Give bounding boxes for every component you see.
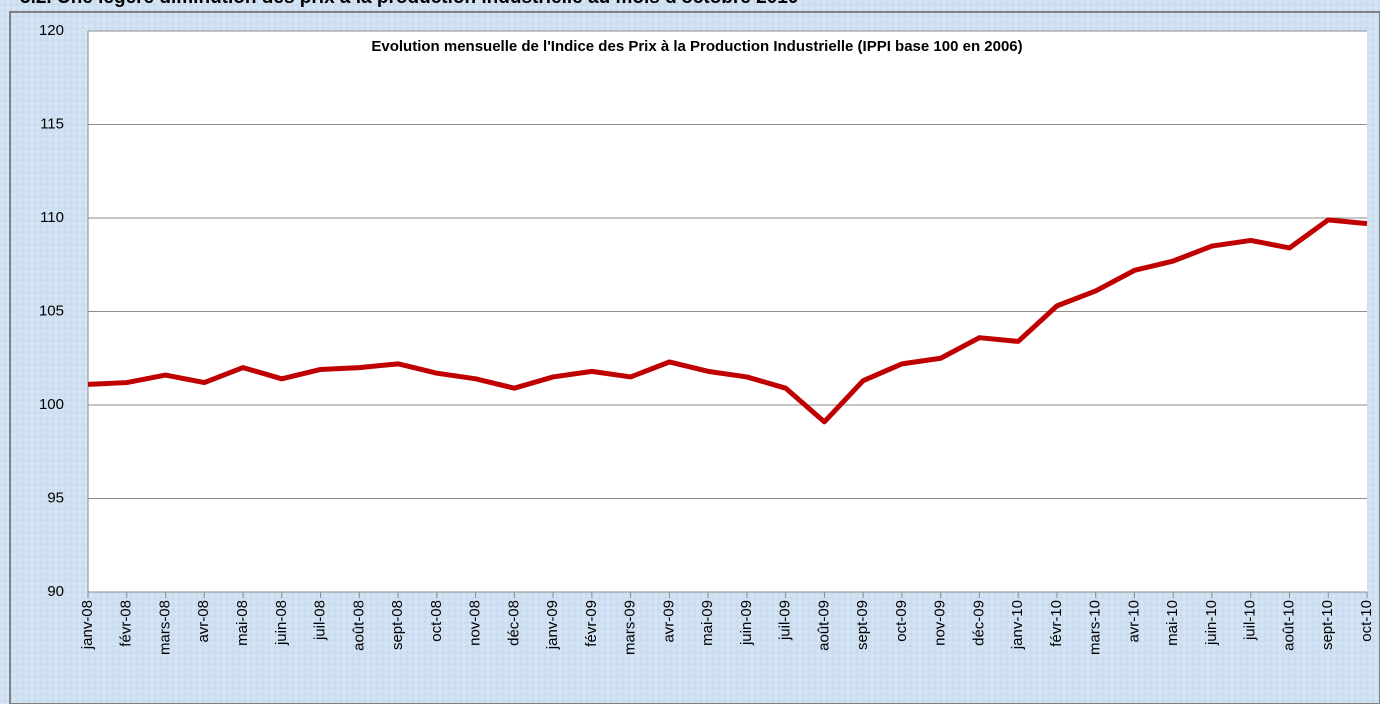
heading: 3.2. Une légère diminution des prix à la… xyxy=(20,0,798,8)
x-tick-label: mai-10 xyxy=(1164,600,1181,646)
x-tick-label: mai-08 xyxy=(234,600,251,646)
x-tick-label: janv-08 xyxy=(79,600,96,650)
x-tick-label: nov-09 xyxy=(932,600,949,646)
x-tick-label: oct-10 xyxy=(1358,600,1375,642)
x-tick-label: août-08 xyxy=(350,600,367,651)
x-tick-label: mars-10 xyxy=(1087,600,1104,655)
x-tick-label: juil-09 xyxy=(777,600,794,641)
x-tick-label: janv-09 xyxy=(544,600,561,650)
y-tick-label: 115 xyxy=(40,115,64,132)
x-tick-label: juin-08 xyxy=(273,600,290,646)
data-line xyxy=(87,217,1368,425)
x-tick-label: déc-09 xyxy=(970,600,987,646)
frame xyxy=(9,11,1380,704)
x-tick-label: août-09 xyxy=(815,600,832,651)
x-tick-label: févr-08 xyxy=(118,600,135,647)
x-tick-label: mars-09 xyxy=(622,600,639,655)
y-tick-label: 105 xyxy=(39,302,64,319)
x-tick-label: févr-10 xyxy=(1048,600,1065,647)
x-tick-label: sept-10 xyxy=(1319,600,1336,650)
x-tick-label: juin-10 xyxy=(1203,600,1220,646)
x-tick-label: avr-08 xyxy=(195,600,212,643)
x-tick-label: juil-08 xyxy=(312,600,329,641)
x-tick-label: avr-09 xyxy=(660,600,677,643)
x-tick-label: mai-09 xyxy=(699,600,716,646)
x-tick-label: déc-08 xyxy=(505,600,522,646)
y-tick-label: 110 xyxy=(40,209,64,226)
x-tick-label: sept-09 xyxy=(854,600,871,650)
x-tick-label: oct-09 xyxy=(893,600,910,642)
x-tick-label: mars-08 xyxy=(156,600,173,655)
x-tick-label: févr-09 xyxy=(583,600,600,647)
x-tick-label: avr-10 xyxy=(1125,600,1142,643)
y-tick-label: 100 xyxy=(39,396,64,413)
y-tick-label: 90 xyxy=(47,583,64,600)
x-tick-label: oct-08 xyxy=(428,600,445,642)
x-tick-label: nov-08 xyxy=(467,600,484,646)
y-tick-label: 95 xyxy=(47,489,64,506)
x-tick-label: juin-09 xyxy=(738,600,755,646)
x-tick-label: août-10 xyxy=(1280,600,1297,651)
x-tick-label: sept-08 xyxy=(389,600,406,650)
chart-title: Evolution mensuelle de l'Indice des Prix… xyxy=(371,38,1022,55)
y-tick-label: 120 xyxy=(39,22,64,39)
x-tick-label: juil-10 xyxy=(1242,600,1259,641)
x-tick-label: janv-10 xyxy=(1009,600,1026,650)
